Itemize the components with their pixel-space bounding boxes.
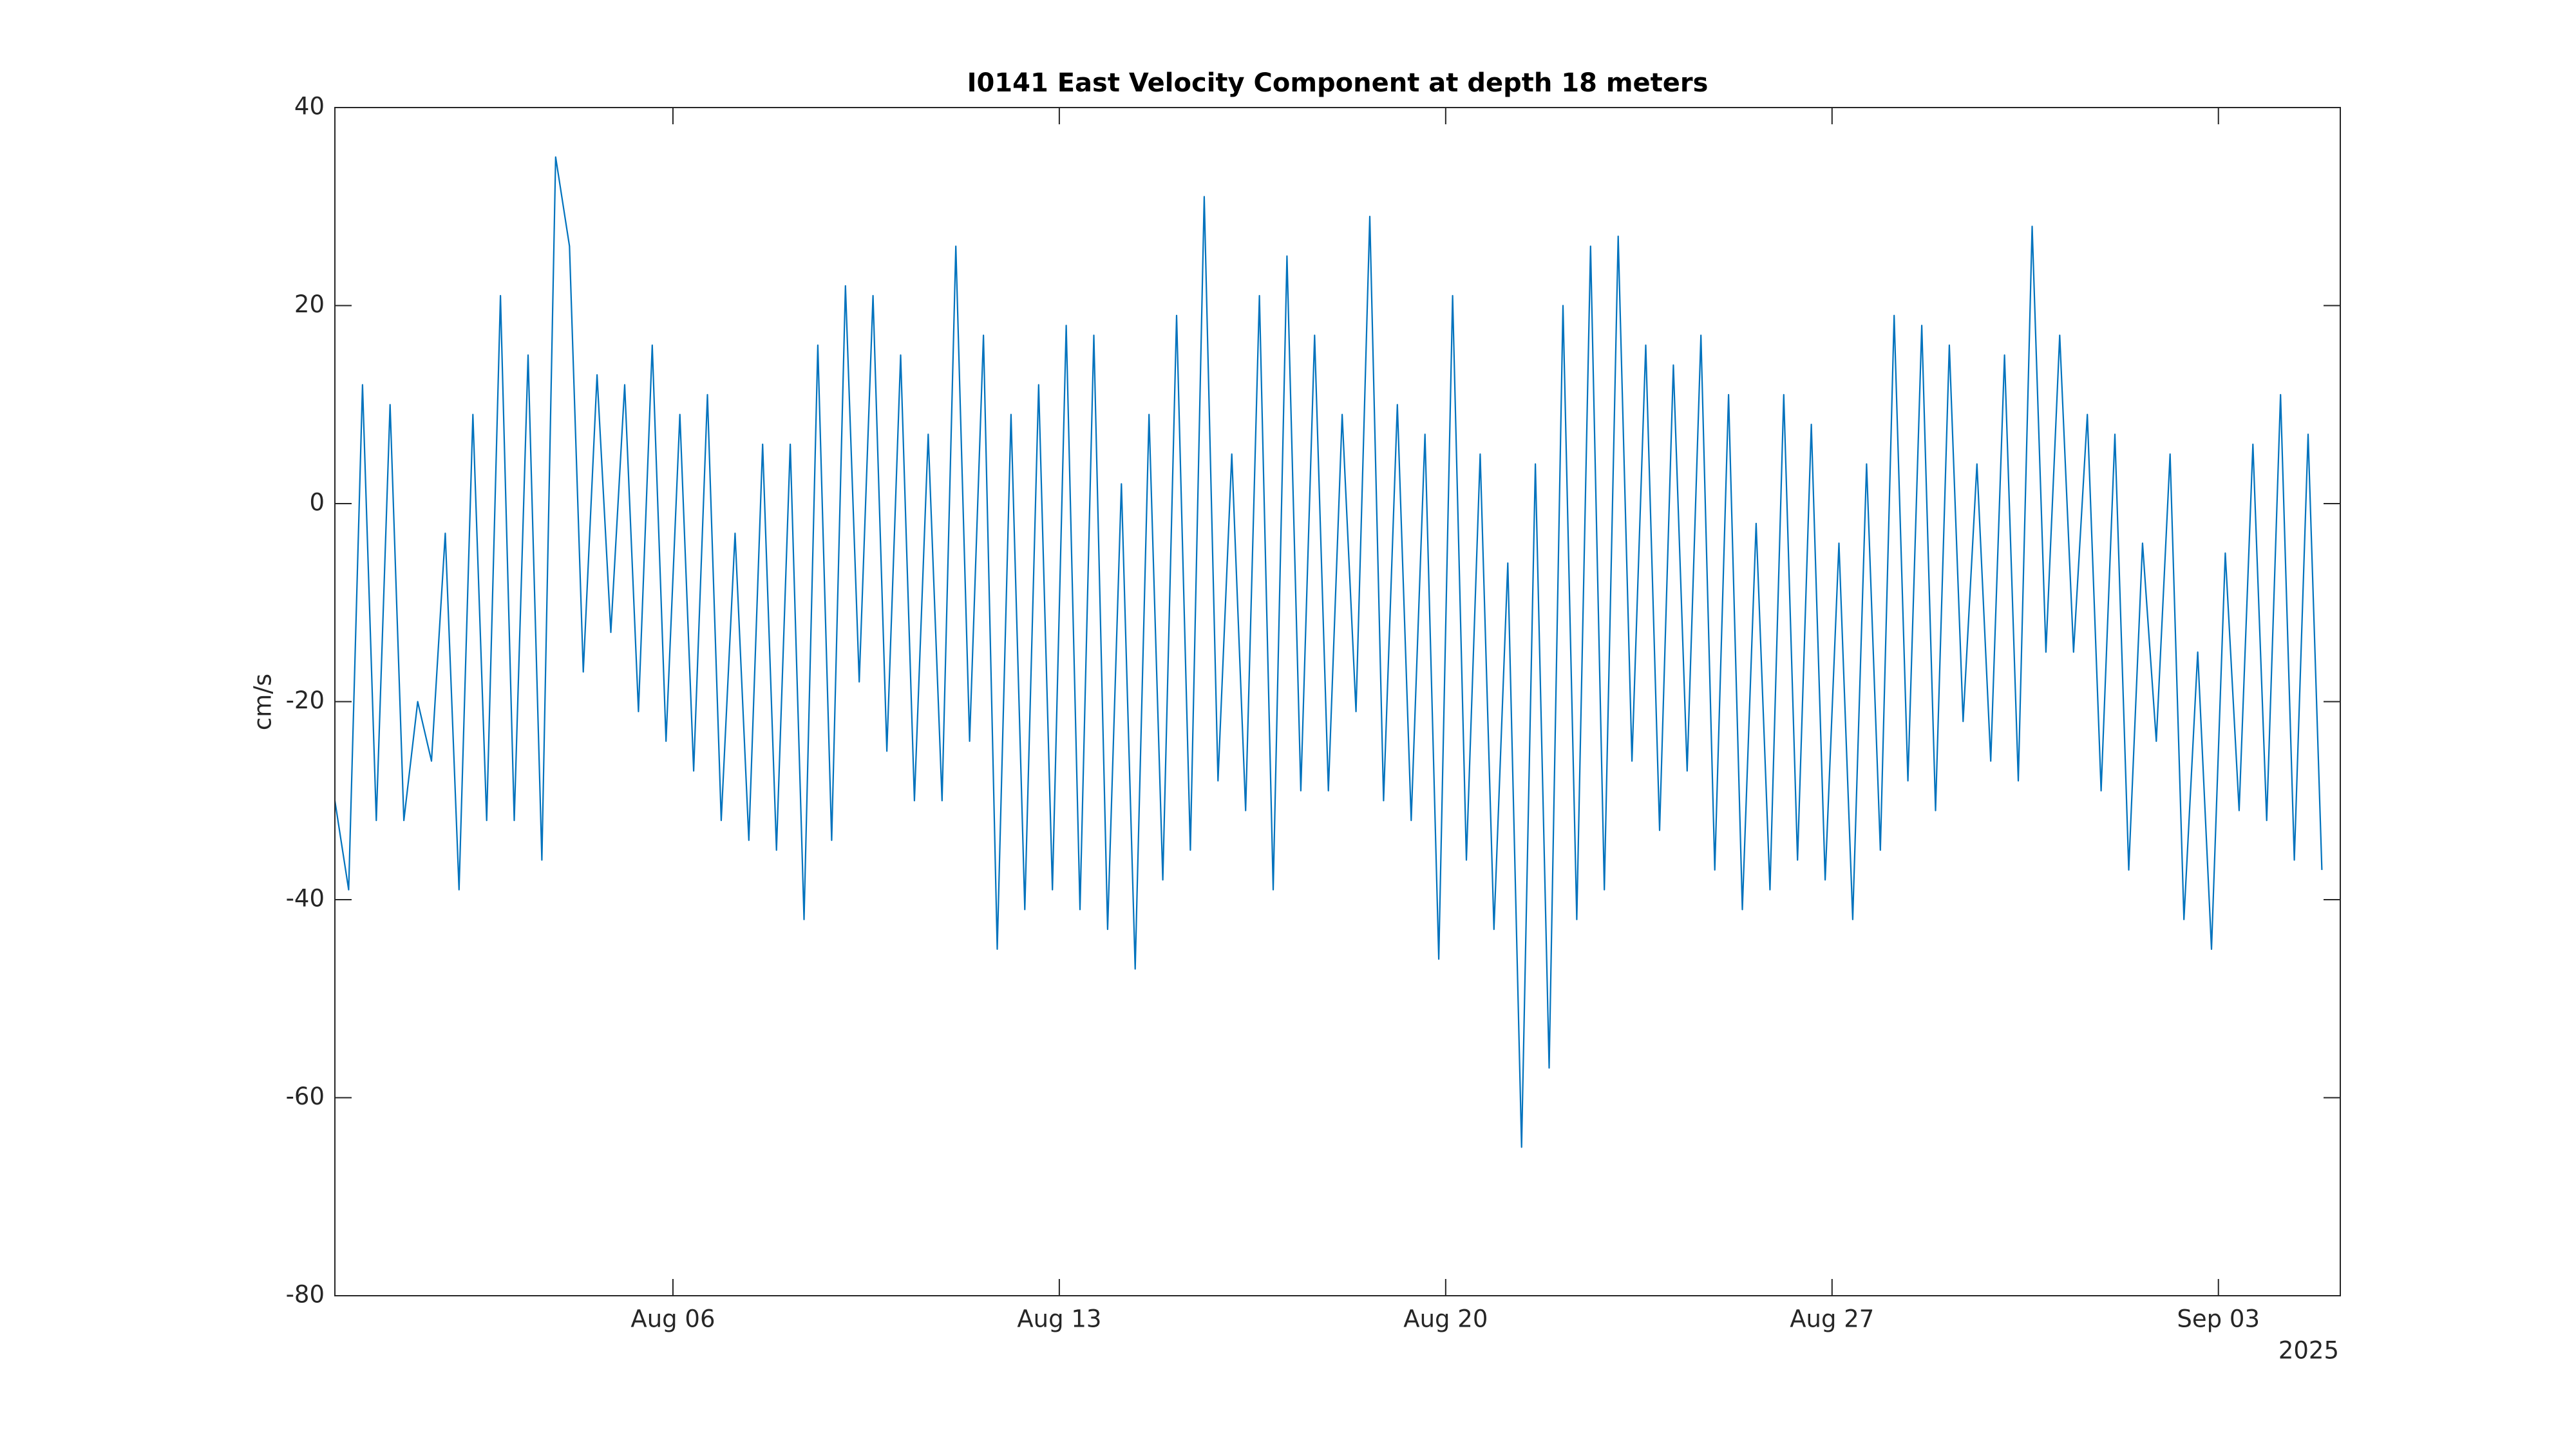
y-tick-label: -60 bbox=[286, 1083, 325, 1110]
y-tick-label: -40 bbox=[286, 885, 325, 913]
y-tick-label: 20 bbox=[294, 290, 325, 318]
y-tick-label: 40 bbox=[294, 93, 325, 120]
data-line bbox=[334, 156, 2323, 1148]
x-tick-label: Aug 13 bbox=[1017, 1305, 1101, 1333]
x-tick-label: Aug 06 bbox=[630, 1305, 715, 1333]
x-tick-label: Sep 03 bbox=[2177, 1305, 2260, 1333]
y-tick-label: -80 bbox=[286, 1281, 325, 1309]
plot-box bbox=[334, 107, 2341, 1296]
x-tick-label: Aug 20 bbox=[1403, 1305, 1488, 1333]
y-tick-label: 0 bbox=[309, 489, 325, 516]
chart-title: I0141 East Velocity Component at depth 1… bbox=[967, 68, 1709, 98]
x-tick-label: Aug 27 bbox=[1790, 1305, 1874, 1333]
y-tick-label: -20 bbox=[286, 687, 325, 714]
x-secondary-label: 2025 bbox=[2278, 1337, 2339, 1365]
y-axis-label: cm/s bbox=[249, 674, 277, 730]
